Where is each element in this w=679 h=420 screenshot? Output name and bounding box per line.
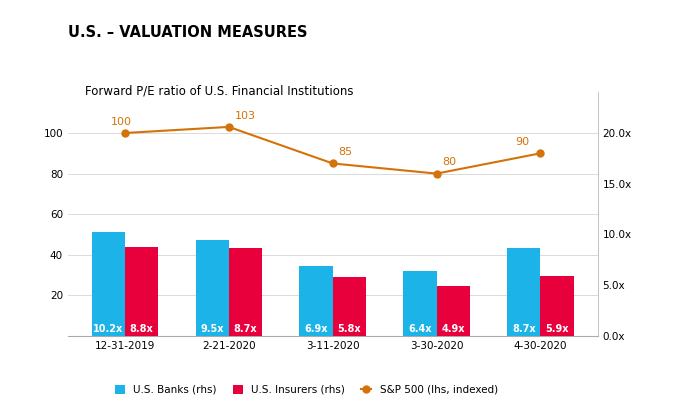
Text: 100: 100 xyxy=(111,117,132,127)
Text: 4.9x: 4.9x xyxy=(441,323,465,333)
Legend: U.S. Banks (rhs), U.S. Insurers (rhs), S&P 500 (lhs, indexed): U.S. Banks (rhs), U.S. Insurers (rhs), S… xyxy=(111,381,502,399)
S&P 500 (lhs, indexed) xyxy=(536,151,545,156)
S&P 500 (lhs, indexed) xyxy=(329,161,337,166)
Bar xyxy=(92,232,125,336)
Bar xyxy=(196,239,229,336)
Bar xyxy=(437,286,470,336)
Text: U.S. – VALUATION MEASURES: U.S. – VALUATION MEASURES xyxy=(68,25,308,40)
S&P 500 (lhs, indexed) xyxy=(433,171,441,176)
Text: 8.7x: 8.7x xyxy=(234,323,257,333)
S&P 500 (lhs, indexed) xyxy=(121,131,129,136)
Bar xyxy=(403,271,437,336)
Text: 9.5x: 9.5x xyxy=(200,323,224,333)
Text: 5.8x: 5.8x xyxy=(337,323,361,333)
Text: 85: 85 xyxy=(338,147,352,157)
Text: 5.9x: 5.9x xyxy=(545,323,569,333)
Bar xyxy=(229,248,262,336)
Text: 90: 90 xyxy=(515,137,530,147)
Bar xyxy=(299,266,333,336)
Text: 6.4x: 6.4x xyxy=(408,323,432,333)
Bar xyxy=(333,277,366,336)
Bar xyxy=(540,276,574,336)
Text: 10.2x: 10.2x xyxy=(93,323,124,333)
S&P 500 (lhs, indexed) xyxy=(225,124,233,129)
Text: 8.8x: 8.8x xyxy=(130,323,153,333)
Bar xyxy=(125,247,158,336)
Text: 6.9x: 6.9x xyxy=(304,323,328,333)
Line: S&P 500 (lhs, indexed): S&P 500 (lhs, indexed) xyxy=(122,123,544,177)
Text: 8.7x: 8.7x xyxy=(512,323,536,333)
Bar xyxy=(507,248,540,336)
Text: 80: 80 xyxy=(442,157,456,167)
Text: Forward P/E ratio of U.S. Financial Institutions: Forward P/E ratio of U.S. Financial Inst… xyxy=(85,84,353,97)
Text: 103: 103 xyxy=(234,110,255,121)
